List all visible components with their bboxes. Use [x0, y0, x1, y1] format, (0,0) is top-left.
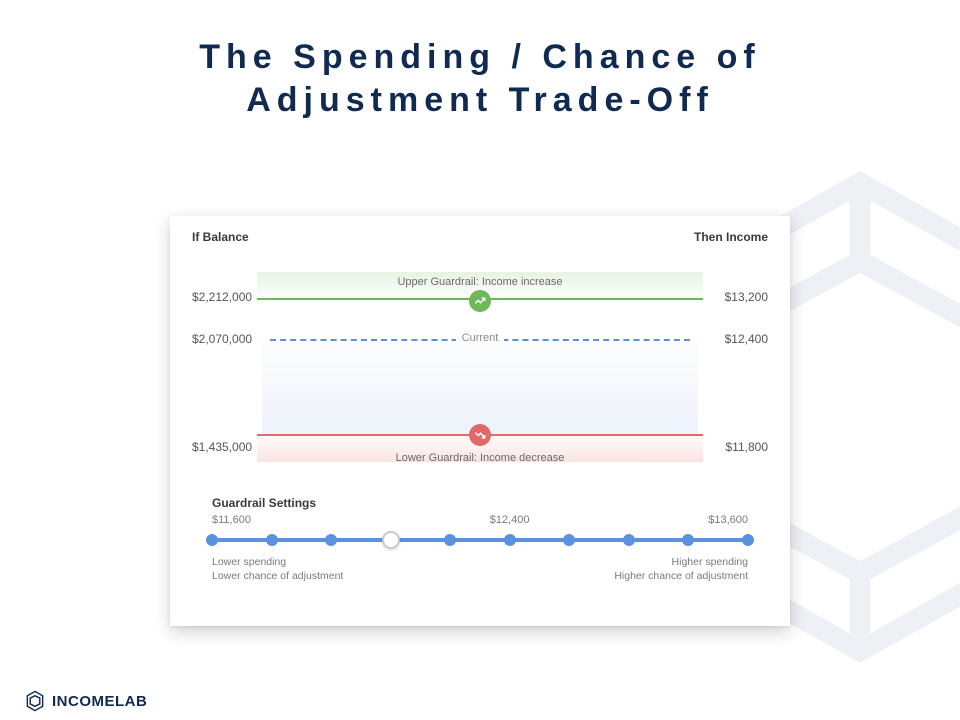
slider-tick[interactable] — [206, 534, 218, 546]
guardrail-area: Upper Guardrail: Income increase $2,212,… — [192, 252, 768, 482]
guardrail-card: If Balance Then Income Upper Guardrail: … — [170, 216, 790, 626]
page-title: The Spending / Chance of Adjustment Trad… — [0, 36, 960, 121]
scale-max: $13,600 — [708, 514, 748, 526]
brand-name: INCOMELAB — [52, 693, 147, 710]
trend-down-icon — [469, 424, 491, 446]
current-label: Current — [192, 332, 768, 344]
brand-logo: INCOMELAB — [24, 690, 147, 712]
header-if-balance: If Balance — [192, 230, 249, 244]
upper-balance-value: $2,212,000 — [192, 290, 252, 304]
guardrail-slider[interactable] — [212, 532, 748, 548]
caption-right: Higher spending Higher chance of adjustm… — [614, 556, 748, 583]
caption-left-2: Lower chance of adjustment — [212, 570, 343, 584]
settings-scale: $11,600 $12,400 $13,600 — [192, 514, 768, 526]
slider-tick[interactable] — [623, 534, 635, 546]
card-header: If Balance Then Income — [192, 230, 768, 244]
slider-captions: Lower spending Lower chance of adjustmen… — [192, 556, 768, 583]
slider-tick[interactable] — [504, 534, 516, 546]
lower-guardrail-label: Lower Guardrail: Income decrease — [192, 452, 768, 464]
mid-gradient-band — [262, 344, 698, 434]
title-line-1: The Spending / Chance of — [199, 38, 760, 76]
slider-tick[interactable] — [325, 534, 337, 546]
title-line-2: Adjustment Trade-Off — [246, 81, 714, 119]
slider-tick[interactable] — [682, 534, 694, 546]
caption-left: Lower spending Lower chance of adjustmen… — [212, 556, 343, 583]
slider-tick[interactable] — [563, 534, 575, 546]
upper-guardrail-label: Upper Guardrail: Income increase — [192, 276, 768, 288]
scale-current: $12,400 — [490, 514, 530, 526]
slider-handle[interactable] — [382, 531, 400, 549]
header-then-income: Then Income — [694, 230, 768, 244]
scale-min: $11,600 — [212, 514, 251, 526]
slider-tick[interactable] — [266, 534, 278, 546]
trend-up-icon — [469, 290, 491, 312]
brand-hexagon-icon — [24, 690, 46, 712]
caption-right-1: Higher spending — [614, 556, 748, 570]
slider-track — [212, 538, 748, 542]
upper-income-value: $13,200 — [725, 290, 768, 304]
guardrail-settings: Guardrail Settings $11,600 $12,400 $13,6… — [192, 496, 768, 583]
settings-title: Guardrail Settings — [192, 496, 768, 510]
slider-tick[interactable] — [742, 534, 754, 546]
caption-right-2: Higher chance of adjustment — [614, 570, 748, 584]
caption-left-1: Lower spending — [212, 556, 343, 570]
slider-tick[interactable] — [444, 534, 456, 546]
